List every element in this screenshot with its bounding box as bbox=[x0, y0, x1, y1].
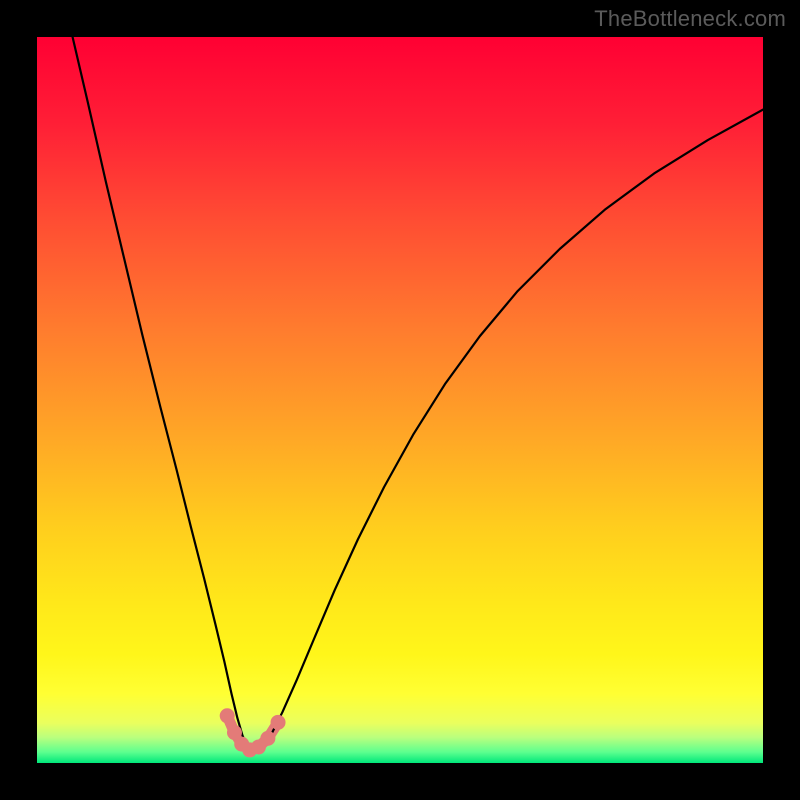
bottleneck-curve bbox=[73, 37, 763, 752]
curve-layer bbox=[37, 37, 763, 763]
marker-dot bbox=[271, 715, 286, 730]
plot-area bbox=[37, 37, 763, 763]
canvas: TheBottleneck.com bbox=[0, 0, 800, 800]
watermark-text: TheBottleneck.com bbox=[594, 6, 786, 32]
marker-dot bbox=[260, 731, 275, 746]
marker-dot bbox=[220, 708, 235, 723]
